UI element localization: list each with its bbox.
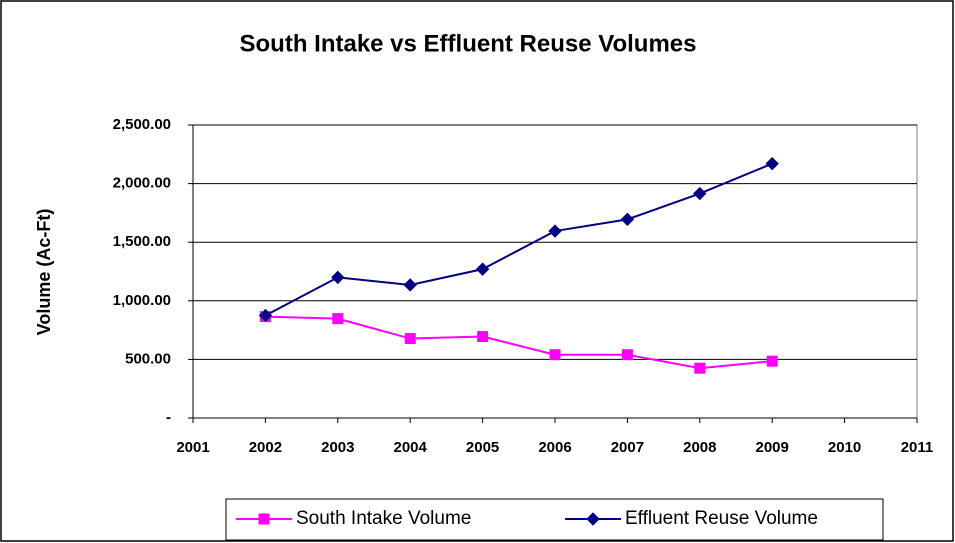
legend-label: South Intake Volume bbox=[296, 508, 471, 529]
legend-marker bbox=[258, 513, 270, 525]
marker bbox=[403, 278, 417, 292]
y-tick-label: 1,500.00 bbox=[113, 233, 171, 250]
x-tick-label: 2004 bbox=[394, 439, 428, 456]
y-axis-label: Volume (Ac-Ft) bbox=[34, 209, 54, 336]
legend-box bbox=[225, 498, 884, 541]
x-tick-label: 2009 bbox=[756, 439, 789, 456]
y-tick-label: 500.00 bbox=[125, 350, 171, 367]
x-tick-label: 2002 bbox=[249, 439, 282, 456]
y-tick-label: 2,000.00 bbox=[113, 175, 171, 192]
marker bbox=[475, 262, 490, 276]
marker bbox=[620, 212, 635, 227]
y-tick-label: 2,500.00 bbox=[113, 116, 171, 133]
series-line bbox=[264, 162, 773, 317]
x-tick-label: 2007 bbox=[611, 439, 644, 456]
series-line bbox=[265, 315, 773, 370]
marker bbox=[404, 333, 416, 345]
y-tick-label: - bbox=[166, 409, 171, 426]
marker bbox=[621, 349, 633, 361]
marker bbox=[258, 308, 273, 323]
marker bbox=[477, 331, 489, 343]
marker bbox=[331, 270, 345, 285]
marker bbox=[766, 355, 778, 367]
x-tick-label: 2008 bbox=[683, 439, 716, 456]
marker bbox=[332, 313, 344, 325]
x-tick-label: 2011 bbox=[901, 439, 934, 456]
x-tick-label: 2003 bbox=[321, 439, 354, 456]
x-tick-label: 2005 bbox=[466, 439, 499, 456]
marker bbox=[548, 224, 562, 238]
legend-marker bbox=[586, 512, 600, 526]
x-tick-label: 2001 bbox=[176, 439, 209, 456]
chart-title: South Intake vs Effluent Reuse Volumes bbox=[240, 30, 697, 57]
marker bbox=[694, 362, 706, 374]
plot-area bbox=[192, 124, 918, 419]
marker bbox=[549, 349, 561, 361]
marker bbox=[693, 186, 707, 201]
y-tick-label: 1,000.00 bbox=[113, 292, 171, 309]
marker bbox=[765, 156, 779, 171]
x-tick-label: 2006 bbox=[538, 439, 571, 456]
x-tick-label: 2010 bbox=[828, 439, 861, 456]
legend-label: Effluent Reuse Volume bbox=[625, 508, 818, 529]
